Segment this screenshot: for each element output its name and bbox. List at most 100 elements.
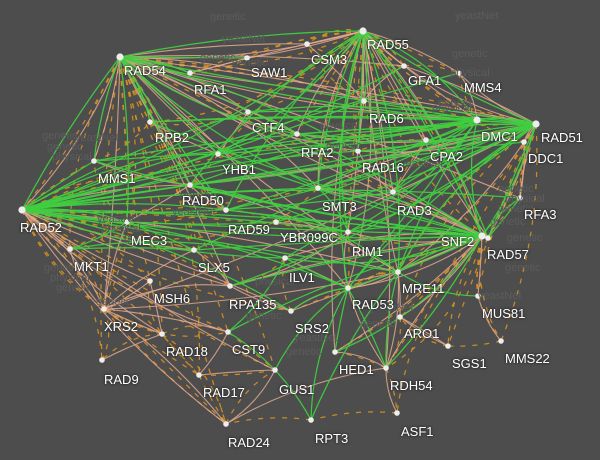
- node-rad6[interactable]: [361, 98, 367, 104]
- node-rfa2[interactable]: [294, 131, 300, 137]
- edge-genetic: [275, 187, 319, 223]
- node-rad50[interactable]: [187, 182, 193, 188]
- node-rad51[interactable]: [532, 120, 540, 128]
- edge-genetic: [119, 56, 227, 425]
- node-snf2[interactable]: [478, 232, 486, 240]
- edge-genetic: [357, 139, 427, 152]
- edge-coexpression: [357, 30, 364, 152]
- edge-coexpression: [21, 191, 394, 214]
- edge-physical: [519, 141, 525, 199]
- node-aro1[interactable]: [397, 314, 403, 320]
- node-rpa135[interactable]: [227, 283, 233, 289]
- node-slx5[interactable]: [191, 247, 197, 253]
- node-rad55[interactable]: [359, 27, 367, 35]
- edge-genetic: [447, 123, 537, 347]
- edge-genetic: [161, 333, 227, 425]
- node-mms1[interactable]: [91, 158, 97, 164]
- edge-genetic: [21, 209, 227, 224]
- node-mre11[interactable]: [395, 269, 401, 275]
- node-gus1[interactable]: [272, 367, 278, 373]
- edge-physical: [21, 56, 121, 211]
- edge-genetic: [161, 333, 200, 376]
- edge-coexpression: [21, 160, 95, 211]
- node-asf1[interactable]: [394, 410, 400, 416]
- node-dmc1[interactable]: [473, 116, 481, 124]
- node-sgs1[interactable]: [445, 343, 451, 349]
- edge-physical: [103, 221, 128, 310]
- node-saw1[interactable]: [244, 55, 250, 61]
- node-ilv1[interactable]: [282, 255, 288, 261]
- node-rfa1[interactable]: [187, 70, 193, 76]
- node-srs2[interactable]: [288, 308, 294, 314]
- edge-coexpression: [347, 123, 537, 233]
- node-rad24[interactable]: [223, 421, 229, 427]
- node-ybr099c[interactable]: [273, 219, 279, 225]
- node-ctf4[interactable]: [245, 109, 251, 115]
- edge-coexpression: [290, 287, 349, 312]
- node-rad53[interactable]: [345, 285, 351, 291]
- edge-genetic: [481, 197, 521, 237]
- edge-physical: [93, 56, 121, 162]
- node-xrs2[interactable]: [101, 306, 107, 312]
- edge-genetic: [21, 209, 227, 425]
- edge-coexpression: [126, 221, 195, 251]
- node-mms4[interactable]: [456, 70, 462, 76]
- edge-physical: [21, 209, 276, 371]
- node-rpt3[interactable]: [308, 417, 314, 423]
- edge-genetic: [225, 369, 276, 425]
- edge-coexpression: [227, 331, 312, 421]
- edge-genetic: [189, 30, 364, 74]
- node-rfa3[interactable]: [517, 195, 523, 201]
- node-rdh54[interactable]: [383, 365, 389, 371]
- node-rad17[interactable]: [196, 372, 202, 378]
- edge-genetic: [519, 123, 537, 199]
- edge-physical: [385, 235, 483, 369]
- edge-coexpression: [317, 30, 364, 189]
- node-dots[interactable]: [18, 27, 540, 427]
- node-smt3[interactable]: [315, 185, 321, 191]
- node-rad9[interactable]: [99, 357, 105, 363]
- node-rpb2[interactable]: [147, 119, 153, 125]
- edge-coexpression: [487, 123, 537, 239]
- node-msh6[interactable]: [147, 278, 153, 284]
- node-gfa1[interactable]: [401, 63, 407, 69]
- edge-genetic: [69, 248, 105, 310]
- node-rad59[interactable]: [223, 207, 229, 213]
- edge-physical: [103, 249, 195, 310]
- node-mec3[interactable]: [124, 219, 130, 225]
- edge-genetic: [362, 30, 460, 74]
- node-rad18[interactable]: [159, 331, 165, 337]
- node-rad3[interactable]: [390, 189, 396, 195]
- node-rad54[interactable]: [116, 53, 124, 61]
- node-mms22[interactable]: [498, 338, 504, 344]
- edge-coexpression: [93, 56, 121, 162]
- edge-physical: [103, 271, 399, 310]
- edge-coexpression: [21, 56, 121, 211]
- edge-genetic: [21, 123, 537, 211]
- node-mus81[interactable]: [475, 293, 481, 299]
- edge-physical: [306, 43, 365, 102]
- node-rad52[interactable]: [18, 206, 26, 214]
- node-rad57[interactable]: [485, 235, 491, 241]
- edge-physical: [119, 56, 537, 125]
- node-yhb1[interactable]: [215, 151, 221, 157]
- edge-physical: [246, 30, 364, 59]
- node-csm3[interactable]: [304, 41, 310, 47]
- node-rim1[interactable]: [345, 229, 351, 235]
- node-cst9[interactable]: [225, 329, 231, 335]
- edge-coexpression: [119, 56, 129, 223]
- edge-physical: [149, 280, 163, 335]
- edge-genetic: [385, 367, 398, 414]
- node-hed1[interactable]: [332, 349, 338, 355]
- edge-coexpression: [227, 235, 483, 333]
- edge-genetic: [347, 30, 364, 233]
- edge-coexpression: [357, 123, 537, 152]
- edge-coexpression: [487, 197, 521, 239]
- node-cpa2[interactable]: [423, 137, 429, 143]
- edge-physical: [362, 30, 460, 74]
- node-mkt1[interactable]: [67, 246, 73, 252]
- node-rad16[interactable]: [355, 148, 361, 154]
- node-ddc1[interactable]: [521, 139, 527, 145]
